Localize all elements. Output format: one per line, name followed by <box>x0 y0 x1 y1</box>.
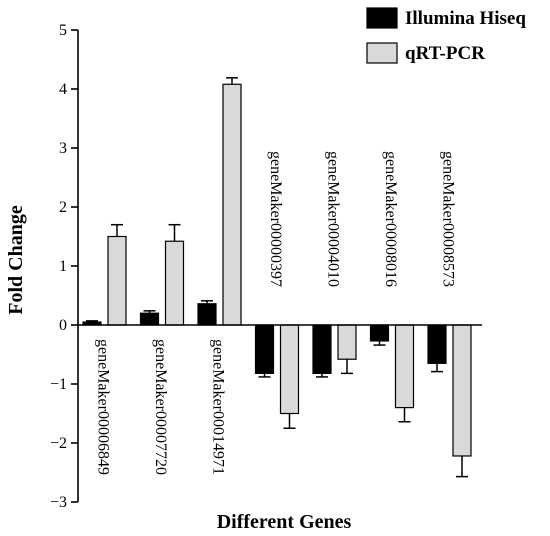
y-tick-label-5: 1 <box>59 258 67 275</box>
bar-illumina-7 <box>427 324 447 364</box>
bar-illumina-5 <box>312 324 332 374</box>
legend: Illumina Hiseq qRT-PCR <box>366 7 526 64</box>
y-tick-label-2: −2 <box>50 435 67 452</box>
y-tick-label-9: 5 <box>59 22 67 39</box>
bar-qrtpcr-6 <box>394 324 415 409</box>
y-axis-title: Fold Change <box>5 205 27 315</box>
bar-illumina-2 <box>139 312 160 326</box>
bar-illumina-3 <box>197 303 217 326</box>
y-tick-label-3: −1 <box>50 376 67 393</box>
y-tick-label-1: −3 <box>50 494 67 511</box>
y-tick-label-7: 3 <box>59 140 67 157</box>
legend-label-qrtpcr: qRT-PCR <box>405 43 485 64</box>
x-axis-title: Different Genes <box>217 511 352 533</box>
category-label-1: geneMaker00006849 <box>95 339 112 475</box>
legend-swatch-illumina <box>366 7 398 29</box>
category-label-7: geneMaker00008573 <box>440 151 457 287</box>
y-tick-label-6: 2 <box>59 199 67 216</box>
category-label-5: geneMaker00004010 <box>325 151 342 287</box>
bars-layer <box>82 77 472 478</box>
category-label-6: geneMaker00008016 <box>382 151 399 287</box>
bar-qrtpcr-3 <box>222 83 242 326</box>
bar-qrtpcr-1 <box>107 235 127 326</box>
bar-illumina-6 <box>369 324 390 342</box>
legend-swatch-qrtpcr <box>366 42 398 64</box>
bar-qrtpcr-5 <box>337 324 357 360</box>
bar-qrtpcr-7 <box>452 324 472 457</box>
bar-qrtpcr-4 <box>279 324 300 415</box>
legend-label-illumina: Illumina Hiseq <box>405 8 526 29</box>
labels-layer: geneMaker00006849 geneMaker00007720 geneMa… <box>95 151 457 475</box>
bar-qrtpcr-2 <box>164 240 185 326</box>
category-label-2: geneMaker00007720 <box>152 339 169 475</box>
category-label-4: geneMaker00000397 <box>267 151 284 287</box>
y-tick-label-4: 0 <box>59 317 67 334</box>
bar-illumina-4 <box>254 324 275 374</box>
axis-layer: −3 −2 −1 0 1 2 3 4 5 <box>50 22 482 511</box>
category-label-3: geneMaker00014971 <box>210 339 227 475</box>
y-tick-label-8: 4 <box>59 81 67 98</box>
